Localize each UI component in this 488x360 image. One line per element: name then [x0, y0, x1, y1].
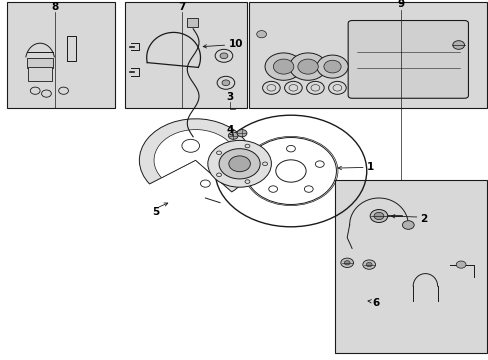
Text: 8: 8	[51, 1, 58, 12]
Circle shape	[362, 260, 375, 269]
Circle shape	[452, 41, 464, 49]
Circle shape	[222, 80, 229, 86]
Circle shape	[219, 149, 260, 179]
Circle shape	[340, 258, 353, 267]
Wedge shape	[154, 130, 237, 184]
Circle shape	[256, 31, 266, 38]
Text: 9: 9	[397, 0, 404, 9]
Bar	[187, 18, 198, 27]
Circle shape	[228, 132, 238, 139]
Circle shape	[207, 140, 271, 187]
Bar	[27, 58, 53, 68]
Text: 2: 2	[420, 213, 427, 224]
Bar	[28, 67, 52, 81]
Circle shape	[323, 60, 341, 73]
Text: 6: 6	[372, 298, 379, 308]
Circle shape	[220, 53, 227, 59]
Bar	[124, 2, 246, 108]
Circle shape	[344, 261, 349, 265]
Circle shape	[316, 55, 347, 78]
Bar	[334, 180, 486, 353]
Circle shape	[373, 212, 383, 220]
Circle shape	[228, 156, 250, 172]
Text: 4: 4	[225, 125, 233, 135]
Text: 5: 5	[152, 207, 159, 217]
Bar	[7, 2, 115, 108]
Text: 1: 1	[366, 162, 373, 172]
Circle shape	[237, 130, 246, 137]
Circle shape	[369, 210, 387, 222]
Circle shape	[455, 261, 465, 268]
Text: 10: 10	[228, 39, 243, 49]
Wedge shape	[139, 119, 251, 192]
FancyBboxPatch shape	[347, 21, 468, 98]
Text: 7: 7	[178, 1, 186, 12]
Circle shape	[366, 262, 371, 267]
Circle shape	[289, 53, 326, 80]
Circle shape	[264, 53, 302, 80]
Circle shape	[402, 221, 413, 229]
Circle shape	[297, 59, 318, 74]
Bar	[249, 2, 486, 108]
Text: 3: 3	[226, 92, 233, 102]
Circle shape	[273, 59, 293, 74]
